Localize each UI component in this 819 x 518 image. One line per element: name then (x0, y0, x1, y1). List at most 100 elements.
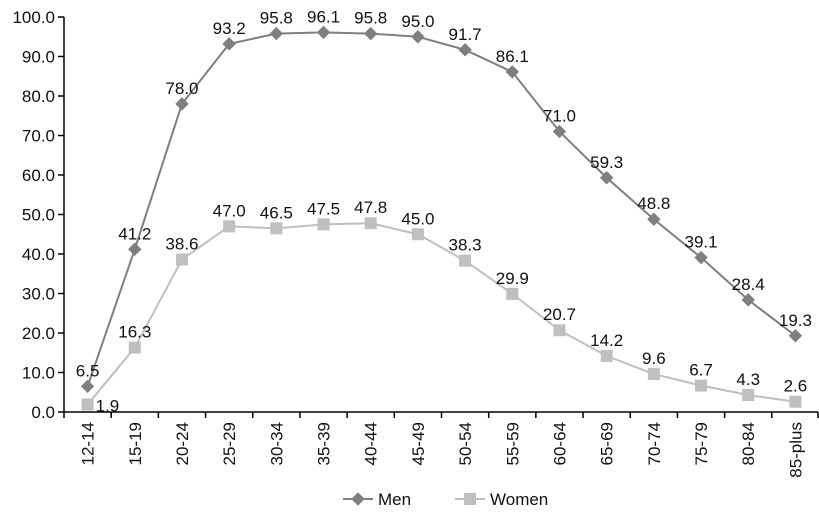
data-point-women (175, 253, 188, 266)
data-point-women (553, 324, 566, 337)
y-tick-label: 60.0 (22, 166, 55, 185)
data-label-men: 95.8 (260, 9, 293, 28)
x-tick-label: 12-14 (79, 422, 98, 465)
data-point-men (128, 242, 142, 256)
x-tick-label: 60-64 (550, 422, 569, 465)
y-tick-label: 100.0 (12, 8, 55, 27)
data-label-women: 38.3 (449, 236, 482, 255)
data-label-men: 96.1 (307, 7, 340, 26)
legend-marker-men (351, 492, 365, 506)
y-tick-label: 80.0 (22, 87, 55, 106)
series-line-women (86, 222, 796, 406)
y-tick-label: 90.0 (22, 48, 55, 67)
data-point-women (223, 220, 236, 233)
data-point-men (175, 97, 189, 111)
y-tick-label: 40.0 (22, 245, 55, 264)
data-point-women (411, 228, 424, 241)
data-label-women: 9.6 (642, 349, 666, 368)
data-label-men: 48.8 (637, 194, 670, 213)
data-label-men: 95.0 (401, 12, 434, 31)
data-point-men (741, 293, 755, 307)
data-label-women: 6.7 (689, 361, 713, 380)
series-line-men (86, 31, 797, 387)
series-layer (80, 25, 803, 411)
legend-label-men: Men (378, 490, 411, 509)
data-label-men: 78.0 (165, 79, 198, 98)
x-tick-label: 25-29 (220, 422, 239, 465)
data-point-women (270, 222, 283, 235)
data-label-men: 95.8 (354, 9, 387, 28)
x-tick-label: 70-74 (645, 422, 664, 465)
x-tick-label: 80-84 (739, 422, 758, 465)
data-point-men (694, 250, 708, 265)
data-label-men: 59.3 (590, 153, 623, 172)
data-label-women: 1.9 (96, 396, 120, 415)
x-tick-label: 50-54 (456, 422, 475, 465)
data-point-women (742, 389, 755, 402)
data-label-men: 71.0 (543, 107, 576, 126)
data-point-men (80, 379, 95, 394)
data-point-men (458, 43, 472, 57)
data-point-men (222, 37, 236, 51)
data-point-women (317, 218, 330, 231)
x-tick-label: 65-69 (598, 422, 617, 465)
data-point-women (364, 217, 377, 230)
data-label-men: 93.2 (213, 19, 246, 38)
data-point-men (599, 171, 614, 185)
x-tick-label: 55-59 (503, 422, 522, 465)
data-point-women (600, 349, 613, 362)
data-point-women (459, 254, 472, 267)
x-tick-label: 40-44 (362, 422, 381, 465)
y-tick-label: 0.0 (31, 403, 55, 422)
data-point-women (647, 368, 660, 381)
data-point-men (647, 212, 661, 226)
data-point-women (695, 379, 708, 392)
x-tick-label: 15-19 (126, 422, 145, 465)
data-point-women (128, 341, 141, 354)
data-label-women: 2.6 (784, 377, 808, 396)
data-point-men (788, 329, 803, 343)
data-labels: 6.5 41.2 78.0 93.2 95.8 96.1 95.8 95.0 91.7 86.1 7… (76, 7, 812, 415)
data-label-women: 16.3 (118, 323, 151, 342)
x-tick-label: 85-plus (786, 422, 805, 478)
data-label-women: 29.9 (496, 269, 529, 288)
data-label-men: 86.1 (496, 47, 529, 66)
x-tick-label: 45-49 (409, 422, 428, 465)
x-tick-label: 75-79 (692, 422, 711, 465)
data-label-women: 4.3 (736, 370, 760, 389)
legend-marker-women (464, 493, 476, 505)
y-tick-label: 30.0 (22, 285, 55, 304)
data-label-women: 47.5 (307, 199, 340, 218)
x-tick-label: 20-24 (173, 422, 192, 465)
axes: 0.0 10.0 20.0 30.0 40.0 50.0 60.0 70.0 80.0 90.0 1… (12, 8, 819, 478)
data-point-women (789, 395, 802, 408)
y-tick-label: 10.0 (22, 364, 55, 383)
data-label-men: 6.5 (76, 361, 100, 380)
y-tick-label: 50.0 (22, 206, 55, 225)
x-tick-label: 30-34 (267, 422, 286, 465)
data-point-men (364, 26, 378, 41)
data-label-women: 46.5 (260, 203, 293, 222)
data-label-women: 45.0 (401, 209, 434, 228)
data-point-men (552, 124, 567, 139)
y-tick-label: 20.0 (22, 324, 55, 343)
x-tick-label: 35-39 (315, 422, 334, 465)
y-tick-label: 70.0 (22, 127, 55, 146)
data-point-women (81, 398, 94, 411)
data-point-men (505, 65, 519, 79)
data-label-women: 47.0 (213, 201, 246, 220)
data-label-men: 41.2 (118, 224, 151, 243)
data-label-men: 39.1 (684, 233, 717, 252)
data-label-women: 14.2 (590, 331, 623, 350)
data-point-women (506, 287, 519, 300)
legend: Men Women (343, 490, 548, 509)
data-label-men: 91.7 (449, 25, 482, 44)
data-label-women: 47.8 (354, 198, 387, 217)
data-point-men (269, 26, 284, 41)
data-label-men: 28.4 (732, 275, 765, 294)
data-point-men (411, 30, 425, 44)
data-label-women: 38.6 (165, 235, 198, 254)
data-label-men: 19.3 (779, 311, 812, 330)
